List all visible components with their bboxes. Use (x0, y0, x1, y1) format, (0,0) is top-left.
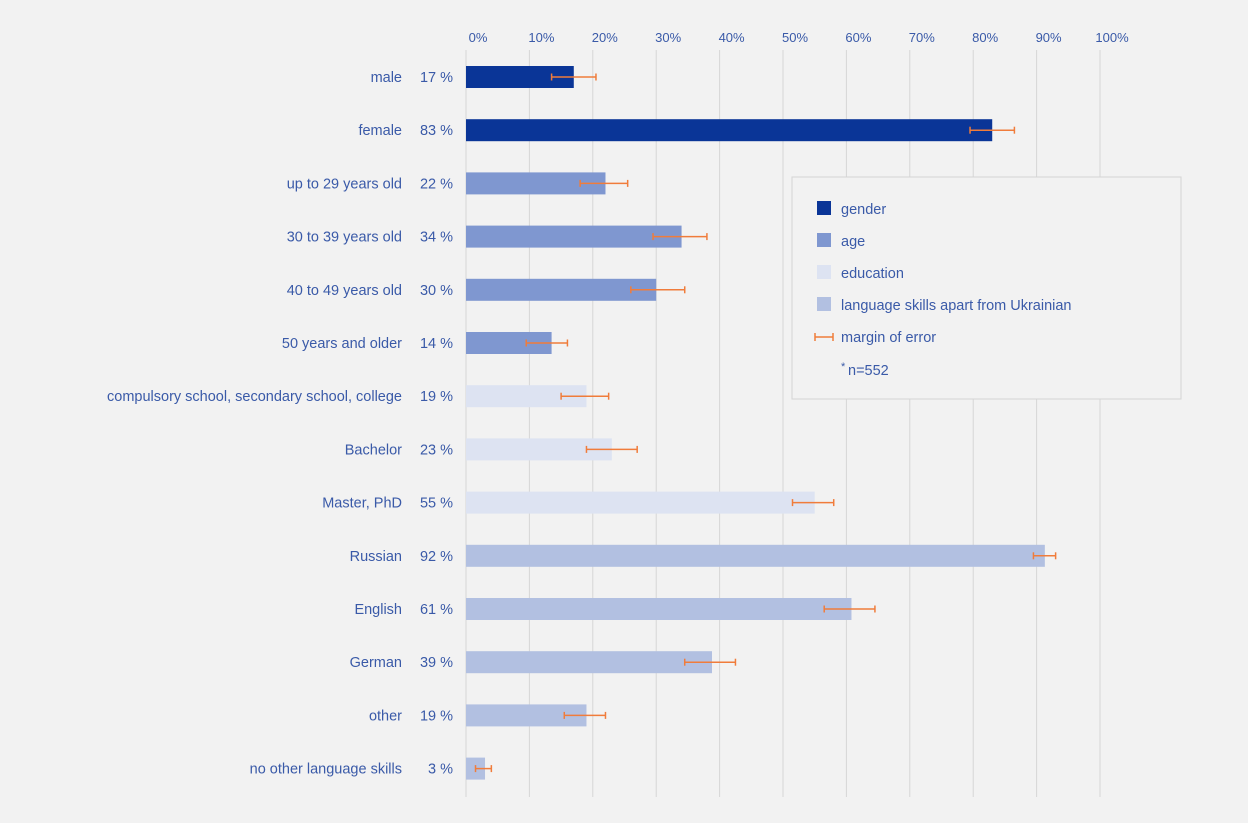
value-label: 17 % (420, 70, 453, 86)
x-tick-label: 40% (719, 30, 745, 45)
legend: gender age education language skills apa… (791, 176, 1182, 400)
error-bar (969, 126, 1016, 134)
category-label: male (371, 70, 402, 86)
bar (466, 225, 682, 248)
x-tick-label: 70% (909, 30, 935, 45)
bars (466, 66, 1045, 780)
value-label: 19 % (420, 389, 453, 405)
category-label: Russian (350, 549, 402, 565)
x-tick-label: 100% (1095, 30, 1129, 45)
value-label: 19 % (420, 708, 453, 724)
x-tick-label: 80% (972, 30, 998, 45)
legend-error-icon (814, 333, 834, 341)
error-bar (560, 392, 610, 400)
category-label: English (354, 602, 402, 618)
error-bar (652, 233, 708, 241)
bar (466, 119, 993, 142)
bar (466, 332, 552, 354)
x-tick-label: 0% (469, 30, 488, 45)
category-label: no other language skills (250, 762, 402, 778)
bar (466, 544, 1045, 567)
legend-swatch-gender (817, 201, 831, 215)
bar (466, 278, 657, 301)
legend-note-asterisk: * (841, 361, 846, 373)
error-bar (630, 286, 686, 294)
category-label: up to 29 years old (287, 176, 402, 192)
legend-label-gender: gender (841, 202, 886, 218)
bar (466, 172, 606, 195)
error-bar (791, 499, 835, 507)
bar (466, 598, 852, 620)
x-tick-label: 90% (1036, 30, 1062, 45)
value-label: 3 % (428, 762, 453, 778)
gridlines (465, 50, 1101, 797)
category-label: 50 years and older (282, 336, 402, 352)
legend-swatch-age (817, 233, 831, 247)
bar (466, 651, 712, 674)
legend-note: n=552 (848, 363, 889, 379)
error-bar (474, 765, 493, 773)
bar (466, 491, 815, 514)
bar (466, 704, 587, 727)
value-label: 61 % (420, 602, 453, 618)
value-label: 39 % (420, 655, 453, 671)
category-label: Master, PhD (322, 496, 402, 512)
error-bar (579, 179, 629, 187)
value-label: 14 % (420, 336, 453, 352)
x-axis-ticks: 0% 10% 20% 30% 40% 50% 60% 70% 80% 90% 100% (469, 30, 1129, 45)
legend-label-age: age (841, 234, 865, 250)
value-label: 23 % (420, 442, 453, 458)
error-bars (474, 73, 1057, 773)
value-label: 83 % (420, 123, 453, 139)
legend-label-language: language skills apart from Ukrainian (841, 298, 1072, 314)
x-tick-label: 30% (655, 30, 681, 45)
bar (466, 385, 587, 408)
category-label: female (358, 123, 402, 139)
category-label: German (350, 655, 402, 671)
x-tick-label: 20% (592, 30, 618, 45)
bar (466, 438, 612, 461)
legend-box (791, 176, 1182, 400)
category-label: compulsory school, secondary school, col… (107, 389, 402, 405)
category-label: other (369, 708, 402, 724)
x-tick-label: 50% (782, 30, 808, 45)
category-label: Bachelor (345, 442, 402, 458)
x-tick-label: 60% (845, 30, 871, 45)
x-tick-label: 10% (528, 30, 554, 45)
bar (466, 66, 574, 88)
error-bar (823, 605, 876, 613)
error-bar (683, 658, 737, 666)
value-label: 22 % (420, 176, 453, 192)
category-label: 30 to 39 years old (287, 230, 402, 246)
error-bar (525, 339, 569, 347)
error-bar (550, 73, 597, 81)
error-bar (585, 445, 638, 453)
category-label: 40 to 49 years old (287, 283, 402, 299)
legend-swatch-education (817, 265, 831, 279)
value-label: 34 % (420, 230, 453, 246)
legend-swatch-language (817, 297, 831, 311)
category-labels: 17 % male 83 % female 22 % up to 29 years old… (107, 70, 453, 778)
legend-label-margin-of-error: margin of error (841, 330, 936, 346)
error-bar (1032, 552, 1057, 560)
value-label: 92 % (420, 549, 453, 565)
value-label: 30 % (420, 283, 453, 299)
value-label: 55 % (420, 496, 453, 512)
legend-label-education: education (841, 266, 904, 282)
error-bar (563, 711, 607, 719)
